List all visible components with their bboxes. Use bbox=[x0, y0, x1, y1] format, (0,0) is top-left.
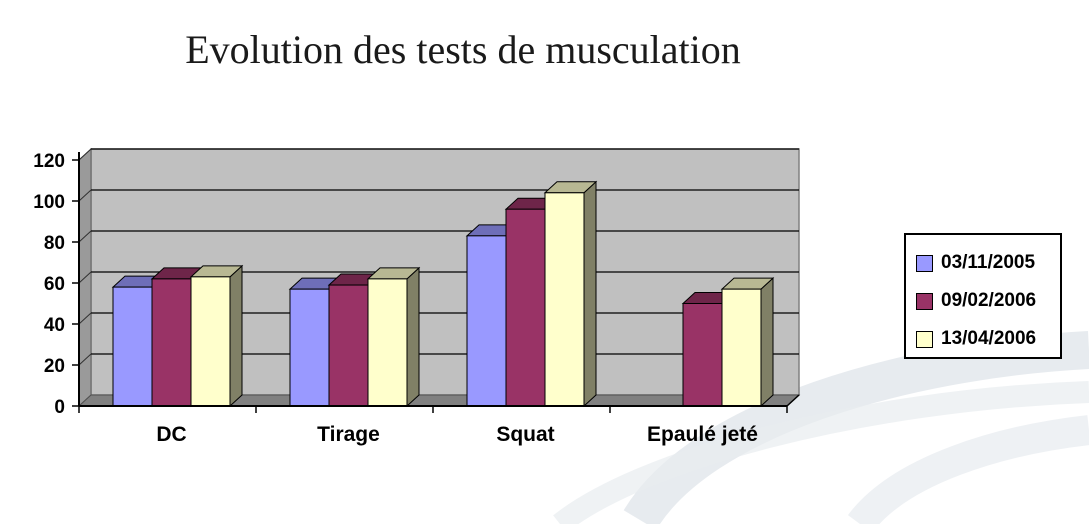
legend-label: 13/04/2006 bbox=[941, 328, 1037, 349]
bar-side bbox=[760, 277, 774, 408]
bar bbox=[543, 180, 598, 408]
y-tick-label: 40 bbox=[44, 315, 65, 336]
gridline-side bbox=[78, 353, 92, 366]
y-tick-label: 100 bbox=[33, 192, 65, 213]
y-tick-label: 80 bbox=[44, 233, 65, 254]
legend-label: 03/11/2005 bbox=[941, 252, 1036, 273]
legend-swatch bbox=[916, 292, 933, 310]
legend-item: 13/04/2006 bbox=[916, 320, 1060, 358]
bar-front bbox=[721, 288, 762, 407]
legend-item: 03/11/2005 bbox=[916, 244, 1060, 282]
bar bbox=[720, 277, 775, 408]
bar-front bbox=[682, 303, 723, 407]
gridline-side bbox=[78, 148, 92, 161]
bar-front bbox=[367, 278, 408, 407]
x-axis-depth bbox=[786, 394, 800, 407]
bar-front bbox=[544, 192, 585, 407]
x-category-label: Epaulé jeté bbox=[647, 423, 758, 446]
bar-side bbox=[406, 266, 420, 408]
slide-title: Evolution des tests de musculation bbox=[185, 27, 741, 72]
y-tick-label: 20 bbox=[44, 356, 65, 377]
chart-legend: 03/11/2005 09/02/2006 13/04/2006 bbox=[904, 233, 1062, 359]
bar-front bbox=[190, 276, 231, 407]
bar bbox=[366, 266, 421, 408]
legend-swatch bbox=[916, 254, 933, 272]
bar-front bbox=[289, 288, 330, 407]
gridline-side bbox=[78, 271, 92, 284]
gridline-side bbox=[78, 189, 92, 202]
legend-swatch bbox=[916, 330, 933, 348]
y-tick-label: 0 bbox=[54, 397, 65, 418]
legend-item: 09/02/2006 bbox=[916, 282, 1060, 320]
bar-front bbox=[151, 278, 192, 407]
bar-front bbox=[505, 208, 546, 407]
y-tick-label: 120 bbox=[33, 151, 65, 172]
bar-front bbox=[466, 235, 507, 407]
gridline-side bbox=[78, 312, 92, 325]
bar-side bbox=[229, 264, 243, 408]
gridline-side bbox=[78, 230, 92, 243]
legend-label: 09/02/2006 bbox=[941, 290, 1037, 311]
x-category-label: DC bbox=[156, 423, 186, 446]
y-tick-label: 60 bbox=[44, 274, 65, 295]
x-category-label: Squat bbox=[496, 423, 554, 446]
bar-front bbox=[328, 284, 369, 407]
bar-front bbox=[112, 286, 153, 407]
x-category-label: Tirage bbox=[317, 423, 380, 446]
bar-side bbox=[583, 180, 597, 408]
bar bbox=[189, 264, 244, 408]
